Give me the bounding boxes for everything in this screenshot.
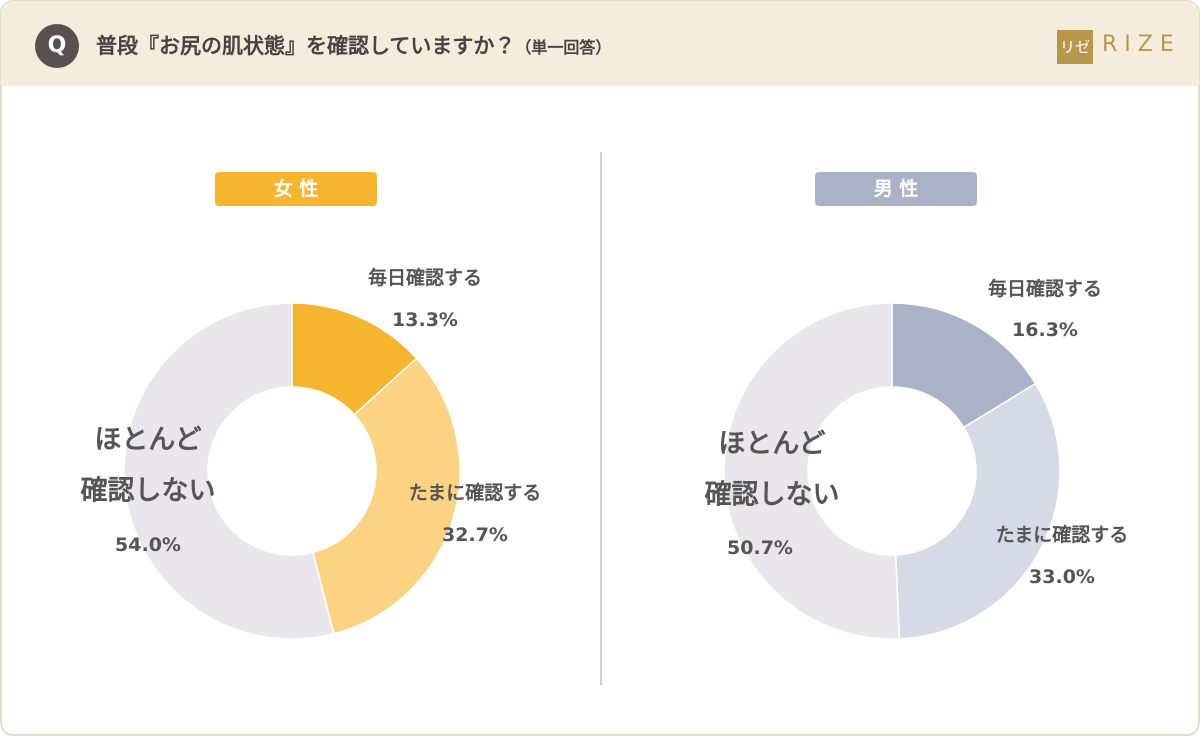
slice-label: 毎日確認する: [367, 266, 483, 289]
slice-label: たまに確認する: [995, 523, 1129, 546]
slice-value: 50.7%: [727, 536, 793, 559]
slice-value: 32.7%: [442, 523, 508, 546]
question-badge: Q: [35, 24, 79, 68]
header-title: 普段『お尻の肌状態』を確認していますか？（単一回答）: [96, 30, 611, 60]
slice-label: ほとんど 確認しない: [704, 428, 840, 511]
slice-label: ほとんど 確認しない: [80, 424, 216, 507]
slice-value: 54.0%: [115, 533, 181, 556]
logo-text: RIZE: [1102, 32, 1181, 57]
slice-label: 毎日確認する: [987, 277, 1103, 300]
slice-label: たまに確認する: [408, 481, 542, 504]
group-title: 男 性: [815, 172, 977, 206]
header-band: [1, 1, 1199, 86]
logo-mark: リゼ: [1057, 30, 1093, 64]
title-note: （単一回答）: [515, 38, 612, 57]
donut-slice: [123, 302, 335, 640]
slice-value: 16.3%: [1012, 318, 1078, 341]
donut-slice: [894, 382, 1061, 640]
donut-slice: [723, 302, 901, 640]
slice-value: 33.0%: [1029, 565, 1095, 588]
donut-slice: [311, 357, 461, 635]
group-title: 女 性: [215, 172, 377, 206]
slice-value: 13.3%: [392, 308, 458, 331]
title-text: 普段『お尻の肌状態』を確認していますか？: [96, 34, 516, 58]
